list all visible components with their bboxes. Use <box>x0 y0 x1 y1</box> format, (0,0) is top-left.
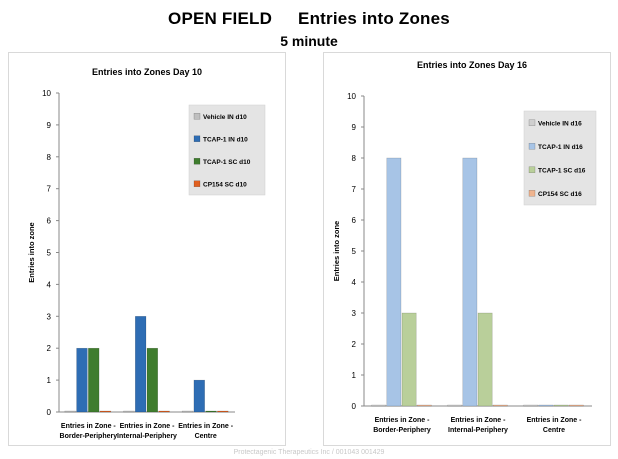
legend-label: CP154 SC d10 <box>203 181 247 188</box>
legend-box <box>523 110 597 206</box>
legend-label: Vehicle IN d16 <box>538 120 582 127</box>
legend-box <box>188 104 266 196</box>
y-tick-label: 7 <box>352 185 357 194</box>
chart-day16: Entries into Zones Day 16 0 1 2 3 4 5 6 7 8 9 10 Ent… <box>332 60 597 434</box>
bar <box>553 404 569 407</box>
bar <box>447 404 463 407</box>
main-title-right: Entries into Zones <box>298 9 450 28</box>
y-tick-label: 5 <box>47 249 52 258</box>
chart-title: Entries into Zones Day 16 <box>417 60 527 70</box>
x-tick-label: Internal-Periphery <box>117 433 177 440</box>
legend-label: TCAP-1 IN d16 <box>538 144 583 151</box>
bar <box>181 410 194 413</box>
x-tick-label: Entries in Zone - <box>451 417 507 424</box>
y-tick-label: 9 <box>352 123 357 132</box>
bar <box>158 410 170 413</box>
legend-label: TCAP-1 SC d16 <box>538 167 586 174</box>
bar <box>538 404 554 407</box>
y-tick-label: 0 <box>352 402 357 411</box>
y-tick-label: 5 <box>352 247 357 256</box>
bar <box>64 410 76 413</box>
bar <box>523 404 539 407</box>
legend-swatch <box>193 113 201 120</box>
y-tick-label: 8 <box>352 154 357 163</box>
y-tick-label: 9 <box>47 121 52 130</box>
x-tick-label: Entries in Zone - <box>61 423 117 430</box>
bar <box>477 312 493 407</box>
legend-label: Vehicle IN d10 <box>203 114 247 121</box>
y-tick-label: 2 <box>352 340 357 349</box>
legend-swatch <box>193 158 201 165</box>
bar <box>123 410 135 413</box>
x-tick-label: Internal-Periphery <box>448 427 508 434</box>
legend-label: CP154 SC d16 <box>538 191 582 198</box>
chart-day10: Entries into Zones Day 10 0 1 2 3 4 5 6 7 8 9 10 Ent… <box>27 67 266 440</box>
legend-label: TCAP-1 IN d10 <box>203 136 248 143</box>
y-tick-label: 6 <box>352 216 357 225</box>
x-tick-label: Entries in Zone - <box>527 417 583 424</box>
y-tick-label: 1 <box>47 376 52 385</box>
bar <box>492 404 508 407</box>
legend-swatch <box>528 190 536 197</box>
bar <box>99 410 112 413</box>
y-tick-label: 7 <box>47 185 52 194</box>
y-tick-label: 4 <box>47 280 52 289</box>
bar <box>205 410 217 413</box>
main-title: OPEN FIELD Entries into Zones <box>0 9 618 29</box>
legend-swatch <box>528 143 536 150</box>
y-tick-label: 2 <box>47 344 52 353</box>
y-axis-label: Entries into zone <box>27 222 36 282</box>
y-tick-label: 3 <box>352 309 357 318</box>
x-tick-label: Entries in Zone - <box>120 423 176 430</box>
x-tick-label: Centre <box>195 433 217 440</box>
x-tick-label: Centre <box>543 427 565 434</box>
bar <box>193 379 205 413</box>
bar <box>401 312 417 407</box>
legend-swatch <box>193 135 201 142</box>
bar <box>462 157 478 407</box>
bar <box>76 347 88 413</box>
bar <box>371 404 387 407</box>
y-tick-label: 4 <box>352 278 357 287</box>
x-tick-label: Border-Periphery <box>373 427 431 434</box>
y-tick-label: 0 <box>47 408 52 417</box>
chart-panel-day10: Entries into Zones Day 10 0 1 2 3 4 5 6 7 8 9 10 Ent… <box>8 52 286 446</box>
bar <box>88 347 100 413</box>
bar <box>146 347 158 413</box>
y-tick-label: 3 <box>47 312 52 321</box>
y-tick-label: 8 <box>47 153 52 162</box>
bar <box>217 410 229 413</box>
legend-swatch <box>193 180 201 187</box>
main-subtitle: 5 minute <box>280 33 338 49</box>
footer-watermark: Protectagenic Therapeutics Inc / 001043 … <box>233 449 385 456</box>
chart-panel-day16: Entries into Zones Day 16 0 1 2 3 4 5 6 7 8 9 10 Ent… <box>323 52 611 446</box>
y-tick-label: 6 <box>47 217 52 226</box>
bar <box>135 316 147 413</box>
bar <box>416 404 432 407</box>
x-tick-label: Entries in Zone - <box>178 423 234 430</box>
legend-swatch <box>528 166 536 173</box>
bar <box>386 157 402 407</box>
bar <box>568 404 584 407</box>
x-tick-label: Entries in Zone - <box>375 417 431 424</box>
y-tick-label: 1 <box>352 371 357 380</box>
main-title-left: OPEN FIELD <box>168 9 273 28</box>
y-axis-label: Entries into zone <box>332 221 341 281</box>
y-tick-label: 10 <box>347 92 356 101</box>
chart-title: Entries into Zones Day 10 <box>92 67 202 77</box>
y-tick-label: 10 <box>42 89 51 98</box>
legend-swatch <box>528 119 536 126</box>
x-tick-label: Border-Periphery <box>60 433 118 440</box>
legend-label: TCAP-1 SC d10 <box>203 159 251 166</box>
